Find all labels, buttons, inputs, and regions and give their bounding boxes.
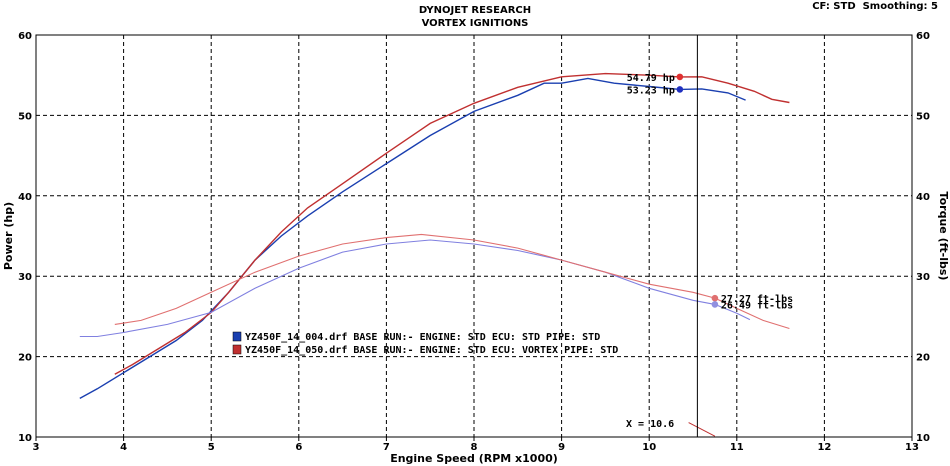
- series-line-power-1: [114, 72, 790, 375]
- cursor-label: X = 10.6: [626, 419, 674, 430]
- legend-swatch: [232, 331, 242, 342]
- chart-header-right: CF: STD Smoothing: 5: [812, 1, 938, 12]
- marker-dot: [676, 86, 684, 93]
- x-axis-label: Engine Speed (RPM x1000): [390, 452, 558, 465]
- plot-frame: [35, 34, 913, 438]
- x-tick-label: 7: [383, 442, 390, 453]
- y-tick-label-left: 60: [18, 31, 32, 42]
- x-tick-label: 9: [558, 442, 565, 453]
- marker-dot: [711, 294, 719, 302]
- y-tick-label-left: 40: [18, 192, 32, 203]
- legend-swatch: [232, 344, 242, 355]
- y-tick-label-right: 20: [916, 353, 930, 364]
- y-tick-label-left: 30: [18, 272, 32, 283]
- marker-dot: [711, 301, 719, 308]
- y-tick-label-right: 50: [916, 111, 930, 122]
- y-tick-label-right: 60: [916, 31, 930, 42]
- y-tick-label-right: 10: [916, 433, 930, 444]
- x-tick-label: 5: [208, 442, 215, 453]
- series-line-torque-2: [79, 239, 751, 338]
- y-tick-label-right: 40: [916, 192, 930, 203]
- x-tick-label: 3: [33, 442, 40, 453]
- y-axis-label-right: Torque (ft-lbs): [937, 192, 950, 281]
- y-axis-label-left: Power (hp): [2, 202, 15, 270]
- legend-item-label: YZ450F_14_050.drf BASE RUN:- ENGINE: STD…: [245, 345, 618, 356]
- x-tick-label: 11: [730, 442, 744, 453]
- legend-item-label: YZ450F_14_004.drf BASE RUN:- ENGINE: STD…: [245, 332, 600, 343]
- y-tick-label-left: 20: [18, 353, 32, 364]
- x-tick-label: 4: [120, 442, 127, 453]
- series-line-power-0: [79, 77, 746, 400]
- x-tick-label: 12: [817, 442, 831, 453]
- marker-label: 27.27 ft-lbs: [721, 294, 793, 305]
- chart-title: DYNOJET RESEARCH: [419, 5, 531, 16]
- chart-subtitle: VORTEX IGNITIONS: [422, 18, 529, 29]
- grid: [36, 35, 912, 437]
- x-tick-label: 10: [642, 442, 656, 453]
- series-lines: [79, 72, 790, 437]
- x-tick-label: 8: [471, 442, 478, 453]
- y-tick-label-left: 10: [18, 433, 32, 444]
- series-line-torque-3: [114, 233, 790, 330]
- cursor-trace-tail: [688, 422, 716, 437]
- x-tick-label: 13: [905, 442, 919, 453]
- legend: YZ450F_14_004.drf BASE RUN:- ENGINE: STD…: [232, 331, 618, 356]
- marker-dot: [676, 73, 684, 81]
- marker-label: 26.49 ft-lbs: [721, 300, 793, 311]
- x-tick-label: 6: [295, 442, 302, 453]
- marker-label: 53.23 hp: [627, 85, 675, 96]
- marker-label: 54.79 hp: [627, 73, 675, 84]
- y-tick-label-right: 30: [916, 272, 930, 283]
- y-tick-label-left: 50: [18, 111, 32, 122]
